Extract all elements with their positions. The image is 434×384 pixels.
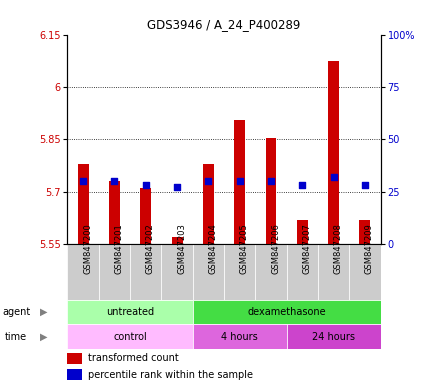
Bar [67,324,192,349]
Text: 24 hours: 24 hours [312,332,354,342]
Text: dexamethasone: dexamethasone [247,307,325,317]
Text: ▶: ▶ [40,332,47,342]
Bar [192,324,286,349]
Text: time: time [5,332,27,342]
Point [79,178,86,184]
Text: GSM847208: GSM847208 [333,223,342,274]
Point [111,178,118,184]
Bar [108,181,120,244]
Bar [317,244,349,300]
Text: transformed count: transformed count [88,353,178,363]
Bar [349,244,380,300]
Text: GSM847209: GSM847209 [364,223,373,274]
Text: control: control [113,332,147,342]
Bar [192,244,224,300]
Bar [192,300,380,324]
Bar [140,188,151,244]
Bar [224,244,255,300]
Bar [67,300,192,324]
Text: ▶: ▶ [40,307,47,317]
Point [236,178,243,184]
Bar [171,237,182,244]
Bar [265,138,276,244]
Text: GSM847203: GSM847203 [177,223,186,274]
Point [329,174,336,180]
Text: GSM847207: GSM847207 [302,223,311,274]
Bar [67,353,81,364]
Text: GSM847205: GSM847205 [239,223,248,274]
Text: GSM847201: GSM847201 [114,223,123,274]
Point [298,182,305,189]
Bar [202,164,214,244]
Text: percentile rank within the sample: percentile rank within the sample [88,369,252,379]
Text: agent: agent [2,307,30,317]
Text: 4 hours: 4 hours [221,332,257,342]
Bar [286,244,317,300]
Bar [233,120,245,244]
Text: untreated: untreated [106,307,154,317]
Bar [77,164,89,244]
Text: GSM847206: GSM847206 [270,223,279,274]
Point [267,178,274,184]
Point [361,182,368,189]
Text: GSM847202: GSM847202 [145,223,155,274]
Point [173,184,180,190]
Bar [358,220,370,244]
Bar [99,244,130,300]
Text: GSM847204: GSM847204 [208,223,217,274]
Bar [286,324,380,349]
Point [142,182,149,189]
Bar [255,244,286,300]
Bar [161,244,192,300]
Bar [327,61,339,244]
Bar [296,220,307,244]
Bar [67,244,99,300]
Text: GSM847200: GSM847200 [83,223,92,274]
Text: GDS3946 / A_24_P400289: GDS3946 / A_24_P400289 [147,18,300,31]
Bar [130,244,161,300]
Point [204,178,211,184]
Bar [67,369,81,381]
